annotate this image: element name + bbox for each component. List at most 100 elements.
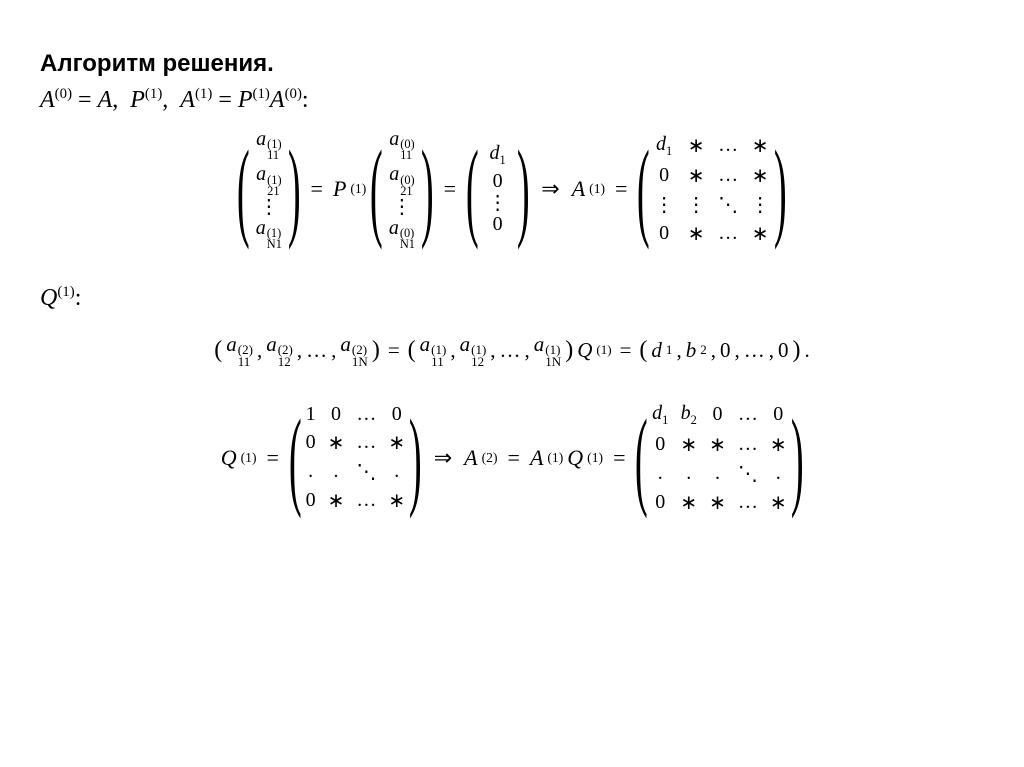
paren-open: ( xyxy=(635,417,648,500)
c: , xyxy=(676,338,681,363)
line-assignment: A(0) = A, P(1), A(1) = P(1)A(0): xyxy=(40,86,984,114)
c: ⋱ xyxy=(356,459,376,484)
sym-A1: A xyxy=(180,87,195,113)
c: 0 xyxy=(659,164,669,187)
sym-A0: A xyxy=(40,87,55,113)
b: a xyxy=(266,332,277,356)
c: ∗ xyxy=(752,221,769,246)
c: … xyxy=(356,431,376,454)
sup: (1) xyxy=(596,342,611,358)
vector-a1: a(1)11 a(1)21 ⋮ a(1)N1 xyxy=(254,128,284,250)
eq: = xyxy=(78,87,98,113)
entry: d1 xyxy=(490,142,506,168)
c: … xyxy=(738,433,758,456)
paren-close: ) xyxy=(421,148,434,231)
ss: (2)12 xyxy=(278,344,293,367)
paren-open: ( xyxy=(466,148,479,231)
z: 0 xyxy=(778,338,789,363)
ss: (2)11 xyxy=(238,344,253,367)
equation-row-1: ( a(1)11 a(1)21 ⋮ a(1)N1 ) = P(1) ( a(0)… xyxy=(40,128,984,250)
paren-open: ( xyxy=(637,148,650,231)
eq: = xyxy=(444,176,456,202)
base: a xyxy=(256,163,266,185)
c: ∗ xyxy=(688,163,705,188)
c: ⋱ xyxy=(718,192,738,217)
c: . xyxy=(686,462,691,485)
c: . xyxy=(658,462,663,485)
comma2: , xyxy=(162,87,168,113)
subsup: (1)N1 xyxy=(267,228,282,250)
vdots: ⋮ xyxy=(259,199,279,215)
paren-close: ) xyxy=(791,417,804,500)
d: d xyxy=(490,142,500,164)
c: , xyxy=(331,338,336,363)
paren-close: ) xyxy=(409,417,422,500)
c: 0 xyxy=(655,491,665,514)
t: a(1)12 xyxy=(460,332,487,368)
t: a(1)1N xyxy=(534,332,561,368)
c: 0 xyxy=(306,489,316,512)
subsup: (1)11 xyxy=(267,139,281,161)
matrix-A2: d1 b2 0 … 0 0 ∗ ∗ … ∗ . . . ⋱ . 0 ∗ ∗ … … xyxy=(652,402,787,515)
A: A xyxy=(464,445,477,471)
ss: (1)1N xyxy=(545,344,561,367)
b: a xyxy=(420,332,431,356)
c: ∗ xyxy=(752,133,769,158)
Q: Q xyxy=(577,338,592,363)
c: , xyxy=(450,338,455,363)
b: b xyxy=(686,338,697,363)
c: , xyxy=(525,338,530,363)
c: ⋮ xyxy=(750,192,770,217)
equation-row-3: Q(1) = ( 1 0 … 0 0 ∗ … ∗ . . ⋱ . 0 ∗ … ∗… xyxy=(40,402,984,515)
s: 11 xyxy=(400,150,414,161)
ss: (1)11 xyxy=(431,344,446,367)
c: , xyxy=(257,338,262,363)
vector-d: d1 0 ⋮ 0 xyxy=(483,142,513,236)
paren-open: ( xyxy=(370,148,383,231)
entry: a(1)21 xyxy=(256,163,281,196)
paren-close: ) xyxy=(774,148,787,231)
c: . xyxy=(715,462,720,485)
c: ∗ xyxy=(328,488,345,513)
entry: a(1)N1 xyxy=(256,217,282,250)
vdots: ⋮ xyxy=(392,199,412,215)
t: a(2)12 xyxy=(266,332,293,368)
t: a(1)11 xyxy=(420,332,447,368)
sub: 2 xyxy=(691,413,697,427)
colon: : xyxy=(75,285,82,311)
c: ∗ xyxy=(752,163,769,188)
c: ∗ xyxy=(388,430,405,455)
c: ∗ xyxy=(709,432,726,457)
eq: = xyxy=(388,338,400,363)
sup: (0) xyxy=(285,86,302,102)
c: ⋮ xyxy=(686,192,706,217)
Q: Q xyxy=(567,445,583,471)
c: , xyxy=(490,338,495,363)
sym-A: A xyxy=(98,87,113,113)
sup: (1) xyxy=(350,181,366,197)
c: … xyxy=(356,489,376,512)
paren: ) xyxy=(792,337,800,364)
Q-line: Q(1): xyxy=(40,284,984,312)
sym-A0b: A xyxy=(270,87,285,113)
sub: 1 xyxy=(666,144,672,158)
c: 0 xyxy=(331,403,341,426)
c: 0 xyxy=(655,433,665,456)
paren-close: ) xyxy=(288,148,301,231)
c: ∗ xyxy=(680,432,697,457)
s: 12 xyxy=(471,356,486,368)
s: 1N xyxy=(352,356,368,368)
sup: (0) xyxy=(55,86,72,102)
zero: 0 xyxy=(493,170,503,193)
c: … xyxy=(356,403,376,426)
sup: (2) xyxy=(482,450,498,466)
c: 0 xyxy=(712,403,722,426)
dots: … xyxy=(744,338,765,363)
s: N1 xyxy=(400,239,415,250)
c: , xyxy=(711,338,716,363)
ss: (1)12 xyxy=(471,344,486,367)
c: … xyxy=(718,164,738,187)
c: ∗ xyxy=(388,488,405,513)
paren-open: ( xyxy=(289,417,302,500)
sup: (1) xyxy=(587,450,603,466)
